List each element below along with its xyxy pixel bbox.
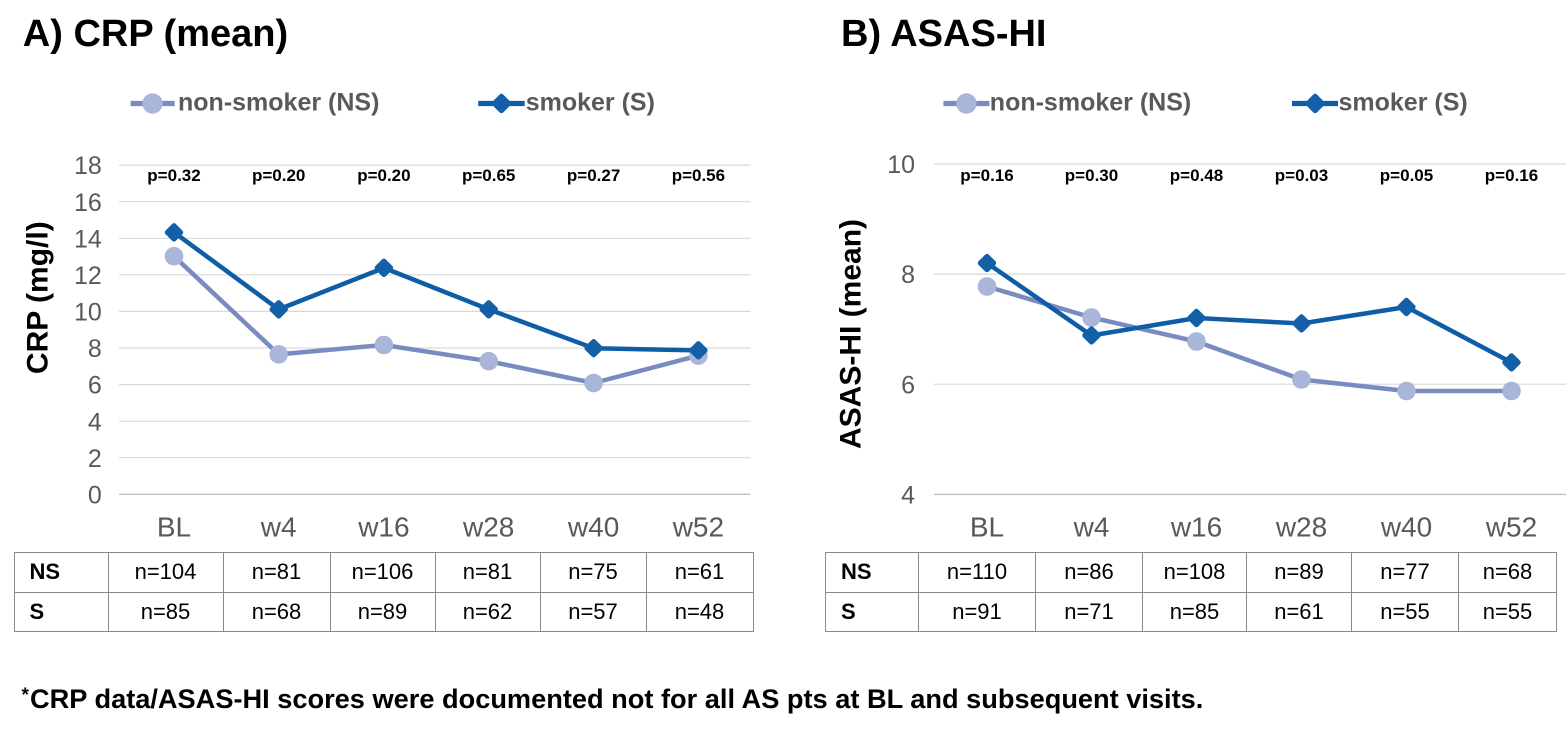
svg-text:w40: w40	[567, 512, 619, 543]
svg-text:0: 0	[88, 481, 102, 509]
svg-text:CRP data/ASAS-HI scores were d: CRP data/ASAS-HI scores were documented …	[30, 683, 1203, 714]
svg-text:p=0.30: p=0.30	[1065, 166, 1118, 185]
svg-text:6: 6	[88, 372, 102, 400]
svg-text:16: 16	[74, 189, 102, 217]
svg-text:14: 14	[74, 225, 102, 253]
svg-text:p=0.05: p=0.05	[1380, 166, 1433, 185]
svg-text:w52: w52	[672, 512, 724, 543]
svg-text:8: 8	[901, 261, 915, 289]
svg-text:ASAS-HI (mean): ASAS-HI (mean)	[835, 219, 868, 449]
svg-text:w16: w16	[357, 512, 409, 543]
svg-text:2: 2	[88, 445, 102, 473]
svg-text:BL: BL	[970, 512, 1004, 543]
svg-text:p=0.03: p=0.03	[1275, 166, 1328, 185]
svg-text:18: 18	[74, 152, 102, 180]
svg-text:4: 4	[88, 408, 102, 436]
svg-text:B) ASAS-HI: B) ASAS-HI	[841, 13, 1046, 55]
svg-text:BL: BL	[157, 512, 191, 543]
svg-text:10: 10	[74, 299, 102, 327]
svg-text:p=0.20: p=0.20	[252, 166, 305, 185]
svg-text:p=0.16: p=0.16	[960, 166, 1013, 185]
svg-text:*: *	[22, 685, 30, 706]
svg-text:w4: w4	[260, 512, 297, 543]
svg-text:p=0.20: p=0.20	[357, 166, 410, 185]
svg-text:w28: w28	[462, 512, 514, 543]
svg-text:non-smoker (NS): non-smoker (NS)	[178, 89, 379, 117]
svg-text:w16: w16	[1170, 512, 1222, 543]
svg-text:p=0.65: p=0.65	[462, 166, 515, 185]
svg-text:smoker (S): smoker (S)	[526, 89, 655, 117]
svg-text:w28: w28	[1275, 512, 1327, 543]
svg-text:w52: w52	[1485, 512, 1537, 543]
svg-text:w40: w40	[1380, 512, 1432, 543]
svg-text:smoker (S): smoker (S)	[1339, 89, 1468, 117]
svg-text:6: 6	[901, 371, 915, 399]
svg-text:12: 12	[74, 262, 102, 290]
svg-text:p=0.32: p=0.32	[147, 166, 200, 185]
svg-text:8: 8	[88, 335, 102, 363]
svg-text:non-smoker (NS): non-smoker (NS)	[990, 89, 1191, 117]
svg-text:CRP (mg/l): CRP (mg/l)	[22, 221, 55, 374]
svg-text:A) CRP (mean): A) CRP (mean)	[23, 13, 288, 55]
svg-text:4: 4	[901, 482, 915, 510]
svg-text:10: 10	[887, 151, 915, 179]
svg-text:w4: w4	[1073, 512, 1110, 543]
svg-text:p=0.27: p=0.27	[567, 166, 620, 185]
svg-text:p=0.16: p=0.16	[1485, 166, 1538, 185]
svg-text:p=0.56: p=0.56	[672, 166, 725, 185]
svg-text:p=0.48: p=0.48	[1170, 166, 1223, 185]
